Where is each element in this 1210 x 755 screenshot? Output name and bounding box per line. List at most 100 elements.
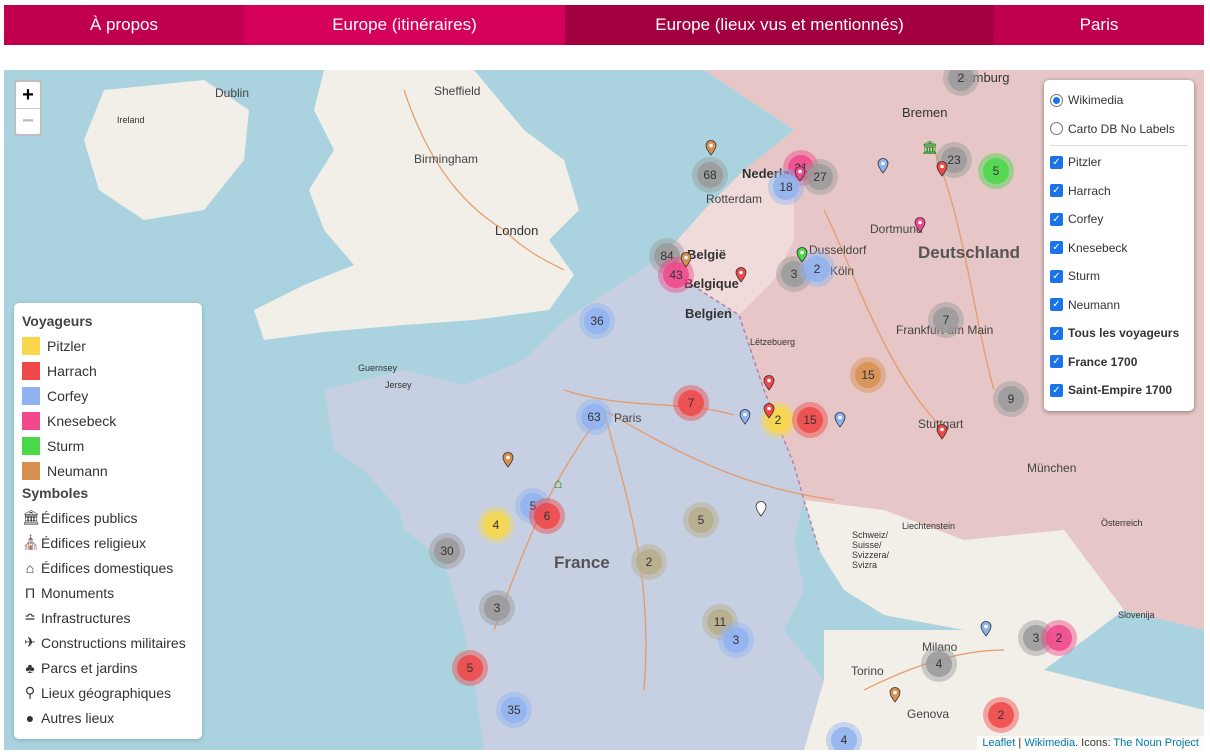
location-pin-icon[interactable]	[877, 158, 889, 174]
checkbox[interactable]: ✓	[1050, 184, 1063, 198]
location-pin-icon[interactable]	[755, 501, 767, 517]
marker-cluster[interactable]: 4	[478, 507, 514, 543]
overlay-saint-empire-1700[interactable]: ✓ Saint-Empire 1700	[1050, 376, 1188, 405]
checkbox[interactable]: ✓	[1050, 269, 1063, 283]
marker-cluster[interactable]: 2	[631, 544, 667, 580]
cluster-count: 7	[678, 390, 704, 416]
marker-cluster[interactable]: 2	[1041, 620, 1077, 656]
marker-cluster[interactable]: 4	[921, 646, 957, 682]
checkbox[interactable]: ✓	[1050, 326, 1063, 340]
overlay-tous-les-voyageurs[interactable]: ✓ Tous les voyageurs	[1050, 319, 1188, 348]
legend-item: Harrach	[22, 358, 194, 383]
location-pin-icon[interactable]	[763, 403, 775, 419]
marker-cluster[interactable]: 5	[978, 153, 1014, 189]
cluster-count: 68	[697, 162, 723, 188]
location-pin-icon[interactable]	[936, 424, 948, 440]
marker-cluster[interactable]: 7	[673, 385, 709, 421]
checkbox[interactable]: ✓	[1050, 355, 1063, 369]
marker-cluster[interactable]: 3	[1018, 620, 1054, 656]
checkbox[interactable]: ✓	[1050, 212, 1063, 226]
overlay-pitzler[interactable]: ✓ Pitzler	[1050, 148, 1188, 177]
location-pin-icon[interactable]	[796, 247, 808, 263]
overlay-sturm[interactable]: ✓ Sturm	[1050, 262, 1188, 291]
location-pin-icon[interactable]	[502, 452, 514, 468]
marker-cluster[interactable]: 35	[496, 692, 532, 728]
location-pin-icon[interactable]	[705, 140, 717, 156]
basemap-option-wikimedia[interactable]: Wikimedia	[1050, 86, 1188, 115]
basemap-option-cartodb[interactable]: Carto DB No Labels	[1050, 115, 1188, 144]
overlay-label: Neumann	[1068, 297, 1121, 312]
overlay-harrach[interactable]: ✓ Harrach	[1050, 177, 1188, 206]
cluster-count: 30	[434, 538, 460, 564]
cluster-count: 5	[983, 158, 1009, 184]
overlay-knesebeck[interactable]: ✓ Knesebeck	[1050, 234, 1188, 263]
cluster-count: 5	[688, 507, 714, 533]
location-pin-icon[interactable]	[763, 375, 775, 391]
place-label: Milano	[922, 640, 958, 654]
marker-cluster[interactable]: 3	[718, 622, 754, 658]
marker-cluster[interactable]: 5	[683, 502, 719, 538]
legend-label: Parcs et jardins	[41, 659, 138, 676]
checkbox[interactable]: ✓	[1050, 298, 1063, 312]
noun-project-link[interactable]: The Noun Project	[1113, 737, 1199, 749]
tab-europe-itineraires[interactable]: Europe (itinéraires)	[244, 5, 565, 45]
location-pin-icon[interactable]	[834, 412, 846, 428]
radio-button[interactable]	[1050, 93, 1063, 107]
zoom-in-button[interactable]: +	[22, 83, 34, 106]
legend-item: ✈ Constructions militaires	[22, 630, 194, 655]
legend-item: Sturm	[22, 433, 194, 458]
checkbox[interactable]: ✓	[1050, 383, 1063, 397]
tab-a-propos[interactable]: À propos	[4, 5, 244, 45]
location-pin-icon[interactable]	[889, 687, 901, 703]
zoom-control: + −	[14, 80, 42, 136]
cluster-count: 35	[501, 697, 527, 723]
marker-cluster[interactable]: 5	[452, 650, 488, 686]
legend-item: 🏛 Édifices publics	[22, 505, 194, 530]
cluster-count: 3	[723, 627, 749, 653]
marker-cluster[interactable]: 15	[850, 357, 886, 393]
tab-europe-lieux[interactable]: Europe (lieux vus et mentionnés)	[565, 5, 994, 45]
marker-cluster[interactable]: 3	[479, 590, 515, 626]
location-pin-icon[interactable]	[794, 166, 806, 182]
overlay-corfey[interactable]: ✓ Corfey	[1050, 205, 1188, 234]
public-building-icon[interactable]: 🏛	[921, 140, 939, 155]
overlay-france-1700[interactable]: ✓ France 1700	[1050, 348, 1188, 377]
marker-cluster[interactable]: 63	[576, 399, 612, 435]
attribution-text: . Icons:	[1075, 737, 1114, 749]
attribution-separator: |	[1015, 737, 1025, 749]
marker-cluster[interactable]: 15	[792, 402, 828, 438]
location-pin-icon[interactable]	[735, 267, 747, 283]
marker-cluster[interactable]: 27	[802, 159, 838, 195]
marker-cluster[interactable]: 6	[529, 498, 565, 534]
location-pin-icon[interactable]	[739, 409, 751, 425]
location-pin-icon[interactable]	[936, 161, 948, 177]
location-pin-icon[interactable]	[914, 217, 926, 233]
marker-cluster[interactable]: 11	[702, 604, 738, 640]
marker-cluster[interactable]: 2	[760, 402, 796, 438]
wikimedia-link[interactable]: Wikimedia	[1024, 737, 1076, 749]
place-label: Slovenija	[1118, 610, 1155, 620]
location-pin-icon[interactable]	[980, 621, 992, 637]
zoom-out-button[interactable]: −	[16, 108, 40, 134]
marker-cluster[interactable]: 68	[692, 157, 728, 193]
overlay-label: Corfey	[1068, 212, 1104, 227]
marker-cluster[interactable]: 4	[826, 722, 862, 750]
house-icon[interactable]: ⌂	[553, 475, 563, 491]
location-pin-icon[interactable]	[680, 252, 692, 268]
leaflet-link[interactable]: Leaflet	[982, 737, 1016, 749]
marker-cluster[interactable]: 30	[429, 533, 465, 569]
place-label: Ireland	[117, 115, 145, 125]
marker-cluster[interactable]: 2	[983, 697, 1019, 733]
cluster-count: 3	[781, 261, 807, 287]
place-label: Guernsey	[358, 363, 398, 373]
overlay-neumann[interactable]: ✓ Neumann	[1050, 291, 1188, 320]
tab-paris[interactable]: Paris	[994, 5, 1204, 45]
marker-cluster[interactable]: 36	[579, 303, 615, 339]
marker-cluster[interactable]: 7	[928, 302, 964, 338]
map[interactable]: Dublin Ireland Sheffield Birmingham Lond…	[4, 70, 1204, 750]
marker-cluster[interactable]: 9	[993, 381, 1029, 417]
checkbox[interactable]: ✓	[1050, 155, 1063, 169]
checkbox[interactable]: ✓	[1050, 241, 1063, 255]
radio-button[interactable]	[1050, 122, 1063, 136]
marker-cluster[interactable]: 43	[658, 257, 694, 293]
